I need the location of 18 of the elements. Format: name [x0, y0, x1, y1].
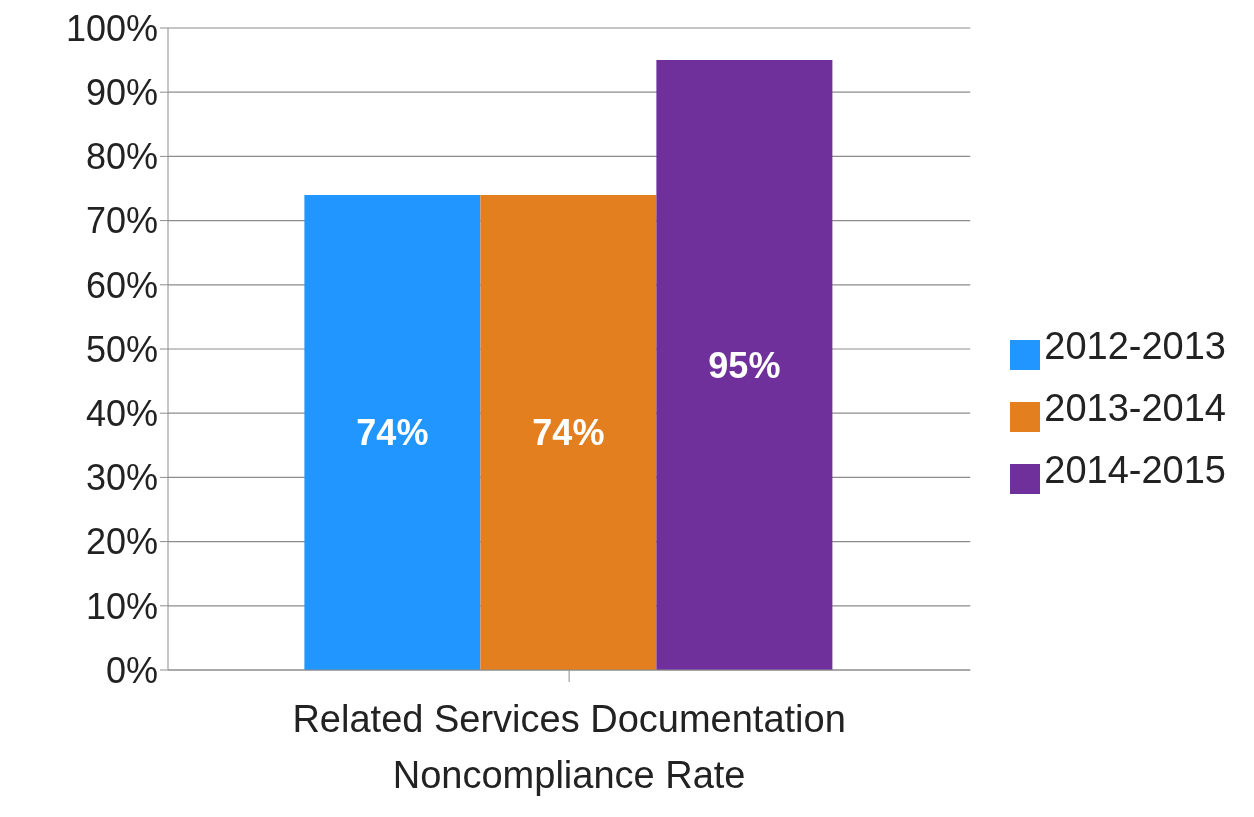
- y-tick-label: 100%: [65, 7, 158, 49]
- legend-label: 2013-2014: [1044, 387, 1226, 429]
- y-tick-label: 20%: [85, 521, 158, 563]
- legend-label: 2014-2015: [1044, 449, 1226, 491]
- y-tick-label: 60%: [85, 264, 158, 306]
- y-tick-label: 0%: [105, 649, 158, 691]
- legend-label: 2012-2013: [1044, 325, 1226, 367]
- y-tick-label: 40%: [85, 392, 158, 434]
- y-tick-label: 10%: [85, 585, 158, 627]
- x-tick-label: Related Services Documentation Noncompliance Rate: [292, 698, 846, 796]
- y-tick-label: 70%: [85, 200, 158, 242]
- y-tick-label: 50%: [85, 328, 158, 370]
- y-tick-label: 30%: [85, 457, 158, 499]
- y-tick-label: 80%: [85, 136, 158, 178]
- y-tick-label: 90%: [85, 71, 158, 113]
- data-label: 74%: [532, 411, 605, 453]
- data-label: 95%: [708, 344, 781, 386]
- data-label: 74%: [356, 411, 429, 453]
